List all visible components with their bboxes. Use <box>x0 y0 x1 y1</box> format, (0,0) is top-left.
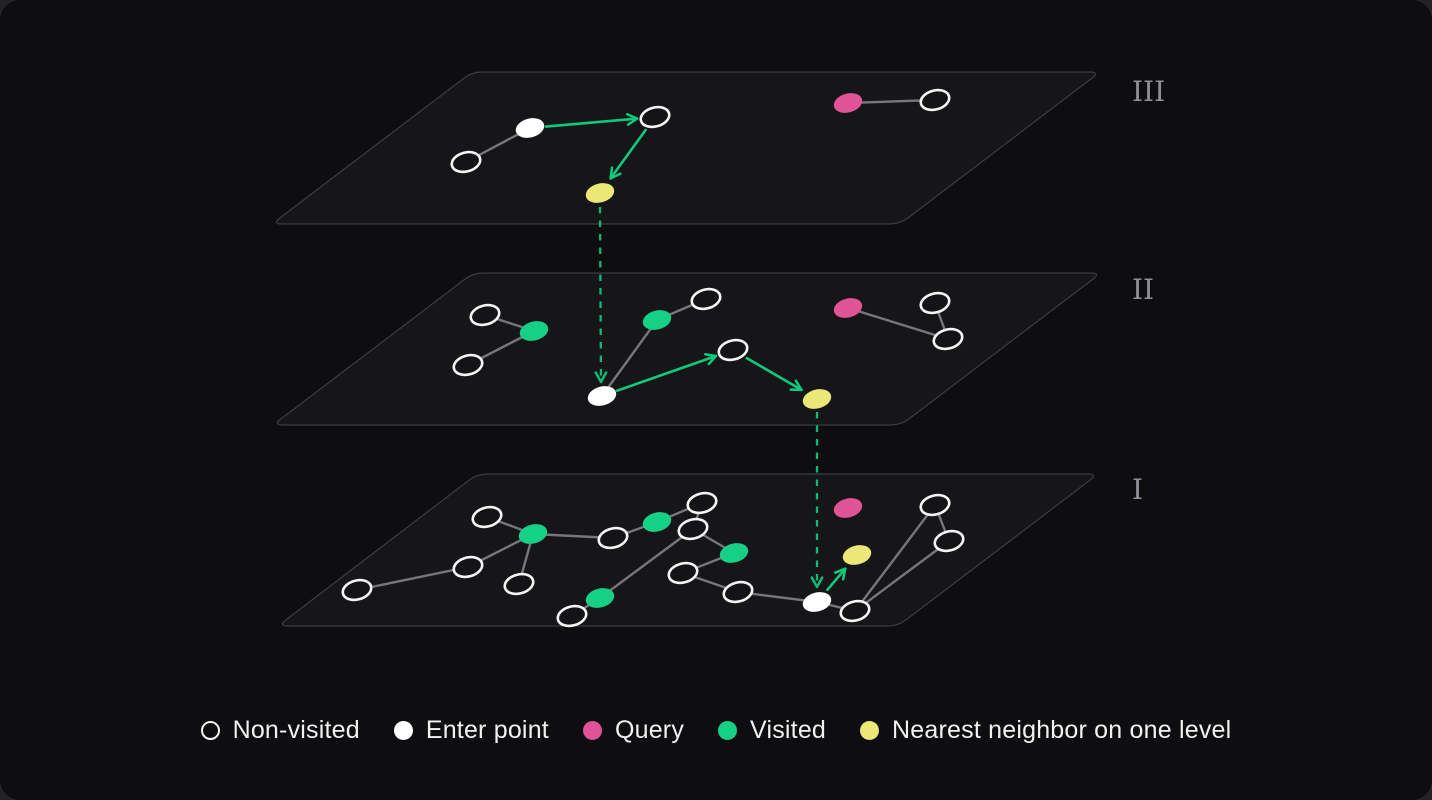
legend: Non-visited Enter point Query Visited Neares… <box>0 709 1432 751</box>
layer-label-I: I <box>1132 473 1143 506</box>
node-non <box>341 578 373 602</box>
layer-plane-III <box>275 71 1097 225</box>
node-nearest <box>842 545 872 565</box>
layer-label-III: III <box>1132 75 1165 108</box>
legend-swatch-visited-icon <box>718 720 738 740</box>
node-enter <box>802 592 832 612</box>
graph-edge <box>599 528 694 599</box>
legend-item-nearest-neighbor-on-one-level: Nearest neighbor on one level <box>860 709 1231 751</box>
node-non <box>686 491 718 515</box>
node-non <box>667 561 699 585</box>
node-visited <box>719 543 749 563</box>
legend-item-query: Query <box>582 709 685 751</box>
legend-label: Query <box>614 716 685 744</box>
legend-label: Visited <box>750 716 827 744</box>
layer-plane-II <box>276 272 1098 426</box>
legend-label: Non-visited <box>232 716 360 744</box>
node-non <box>839 599 871 623</box>
node-non <box>932 327 964 351</box>
legend-swatch-nearest-icon <box>860 720 880 740</box>
node-nearest <box>585 183 615 203</box>
node-non <box>919 291 951 315</box>
legend-label: Nearest neighbor on one level <box>892 716 1232 744</box>
node-visited <box>642 310 672 330</box>
search-path-arrow <box>609 128 647 180</box>
node-visited <box>642 512 672 532</box>
graph-edge <box>854 504 936 612</box>
node-non <box>452 353 484 377</box>
search-path-arrow <box>615 352 718 393</box>
node-query <box>833 93 863 113</box>
graph-edge <box>356 565 469 592</box>
node-enter <box>515 118 545 138</box>
legend-swatch-non-icon <box>200 720 220 740</box>
node-non <box>919 88 951 112</box>
legend-item-enter-point: Enter point <box>393 709 549 751</box>
node-non <box>717 338 749 362</box>
node-nearest <box>802 389 832 409</box>
layer-descent-arrow <box>594 206 608 384</box>
layer-label-II: II <box>1132 273 1154 306</box>
graph-edge <box>854 540 950 612</box>
legend-item-visited: Visited <box>718 709 826 751</box>
node-query <box>833 298 863 318</box>
search-path-arrow <box>745 356 803 392</box>
legend-label: Enter point <box>425 716 549 744</box>
node-non <box>450 150 482 174</box>
search-path-arrow <box>544 113 639 128</box>
node-non <box>722 580 754 604</box>
node-visited <box>518 524 548 544</box>
node-non <box>471 505 503 529</box>
node-non <box>556 604 588 628</box>
layer-plane-I <box>281 473 1095 627</box>
node-query <box>833 498 863 518</box>
node-non <box>503 572 535 596</box>
node-non <box>597 526 629 550</box>
node-visited <box>585 588 615 608</box>
node-non <box>469 303 501 327</box>
legend-swatch-enter-icon <box>393 720 413 740</box>
node-visited <box>519 321 549 341</box>
node-enter <box>587 386 617 406</box>
node-non <box>933 529 965 553</box>
legend-swatch-query-icon <box>582 720 602 740</box>
node-non <box>919 493 951 517</box>
graph-edge <box>847 306 949 341</box>
node-non <box>639 105 671 129</box>
search-path-arrow <box>826 567 847 592</box>
legend-item-non-visited: Non-visited <box>200 709 360 751</box>
graph-edge <box>601 319 658 397</box>
node-non <box>690 287 722 311</box>
node-non <box>452 555 484 579</box>
node-non <box>677 517 709 541</box>
